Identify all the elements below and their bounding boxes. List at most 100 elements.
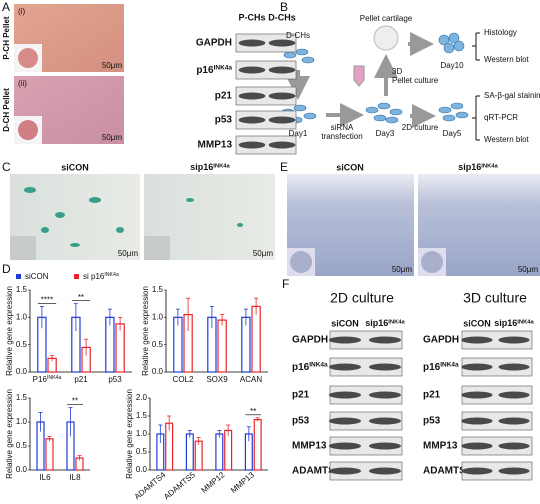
day-label: Day3 — [376, 129, 395, 138]
output-label: Histology — [484, 28, 517, 37]
arrows — [286, 32, 436, 128]
day-label: Day10 — [440, 61, 464, 70]
y-tick-label: 0.5 — [136, 447, 148, 456]
scale-label: 50μm — [118, 249, 139, 258]
stained-cells — [24, 187, 243, 247]
blot-band — [461, 363, 493, 371]
blot-band — [498, 442, 530, 450]
x-tick-label: SOX9 — [206, 375, 228, 384]
bar — [241, 316, 251, 373]
legend-label-base: si p16 — [83, 272, 105, 281]
scale-label: 50μm — [392, 265, 413, 274]
legend-swatch — [74, 274, 79, 279]
output-label: qRT-PCR — [484, 113, 518, 122]
y-tick-label: 1.5 — [152, 285, 164, 294]
blot-row: p21 — [423, 390, 441, 401]
step-label: 3D — [392, 67, 402, 76]
y-tick-label: 1.5 — [16, 285, 28, 294]
y-tick-label: 1.5 — [136, 411, 148, 420]
blot-band — [238, 141, 266, 149]
significance: ** — [250, 407, 256, 416]
blot-band — [369, 391, 401, 399]
blot-band — [461, 467, 493, 475]
blot-band — [238, 39, 266, 47]
blot-band — [461, 417, 493, 425]
step-label: Pellet culture — [392, 76, 439, 85]
step-label: transfection — [321, 132, 362, 141]
blot-band — [329, 391, 361, 399]
y-axis-label: Relative gene expression — [5, 389, 14, 479]
blot-band — [369, 336, 401, 344]
blot-band — [329, 467, 361, 475]
image-tag: (ii) — [18, 79, 27, 88]
blot-band — [498, 467, 530, 475]
x-tick-label: P16INK4a — [33, 375, 62, 384]
blot-band — [238, 66, 266, 74]
inset-pellet — [18, 120, 38, 140]
image-tag: (i) — [18, 7, 25, 16]
blot-row: p53 — [423, 416, 441, 427]
bar — [185, 433, 194, 471]
y-tick-label: 1.0 — [16, 417, 28, 426]
blot-row-base: p16 — [292, 362, 310, 373]
blot-row: GAPDH — [196, 38, 232, 49]
blot-column-base: sip16 — [365, 318, 388, 328]
blot-band — [498, 391, 530, 399]
y-tick-label: 0.5 — [16, 340, 28, 349]
bar — [45, 438, 54, 471]
bar — [194, 440, 203, 471]
column-header-base: sip16 — [458, 162, 481, 172]
blot-row-sup: INK4a — [309, 361, 328, 368]
blot-band — [268, 141, 296, 149]
bar — [217, 319, 227, 373]
column-header: siCON — [61, 162, 89, 172]
significance: ** — [72, 397, 78, 406]
blot-band — [369, 417, 401, 425]
blot-strip — [235, 33, 297, 53]
y-tick-label: 1.0 — [136, 429, 148, 438]
blot-row-sup: INK4a — [214, 64, 233, 71]
blot-band — [461, 391, 493, 399]
y-axis-label: Relative gene expression — [5, 286, 14, 376]
inset — [10, 236, 36, 260]
blot-row: p53 — [292, 416, 310, 427]
panel-label: D — [2, 262, 11, 276]
inset-pellet — [421, 251, 443, 273]
blot-row: p21 — [215, 91, 233, 102]
x-tick-label-base: P16 — [33, 375, 48, 384]
column-header: sip16INK4a — [458, 162, 498, 172]
blot-strip — [235, 135, 297, 155]
blot-column: P-CHs — [238, 12, 265, 22]
bar — [173, 316, 183, 373]
column-header: siCON — [336, 162, 364, 172]
pellet-icon — [373, 25, 399, 51]
output-label: Western blot — [484, 55, 530, 64]
x-tick-label: IL8 — [69, 473, 81, 482]
side-label: D-CH Pellet — [2, 88, 11, 132]
x-tick-label: p53 — [108, 375, 122, 384]
tube-icon — [353, 65, 365, 87]
y-tick-label: 0.5 — [16, 441, 28, 450]
bar — [215, 433, 224, 471]
y-tick-label: 0.0 — [16, 465, 28, 474]
bar — [115, 323, 125, 373]
legend-swatch — [16, 274, 21, 279]
step-label: 2D culture — [402, 123, 439, 132]
significance: ** — [78, 293, 84, 302]
blot-strip — [235, 110, 297, 130]
x-tick-label-sup: INK4a — [47, 375, 62, 381]
y-tick-label: 1.0 — [16, 312, 28, 321]
y-tick-label: 1.5 — [16, 393, 28, 402]
blot-band — [329, 336, 361, 344]
panel-label: F — [282, 277, 289, 291]
brackets — [472, 32, 480, 141]
blot-band — [369, 363, 401, 371]
scale-label: 50μm — [102, 133, 123, 142]
blot-row-base: p16 — [423, 362, 441, 373]
blot-column: siCON — [331, 318, 359, 328]
x-tick-label: ADAMTS5 — [162, 470, 197, 502]
blot-row: MMP13 — [292, 441, 327, 452]
blot-band — [238, 92, 266, 100]
blot-band — [461, 442, 493, 450]
blot-row: GAPDH — [423, 335, 459, 346]
